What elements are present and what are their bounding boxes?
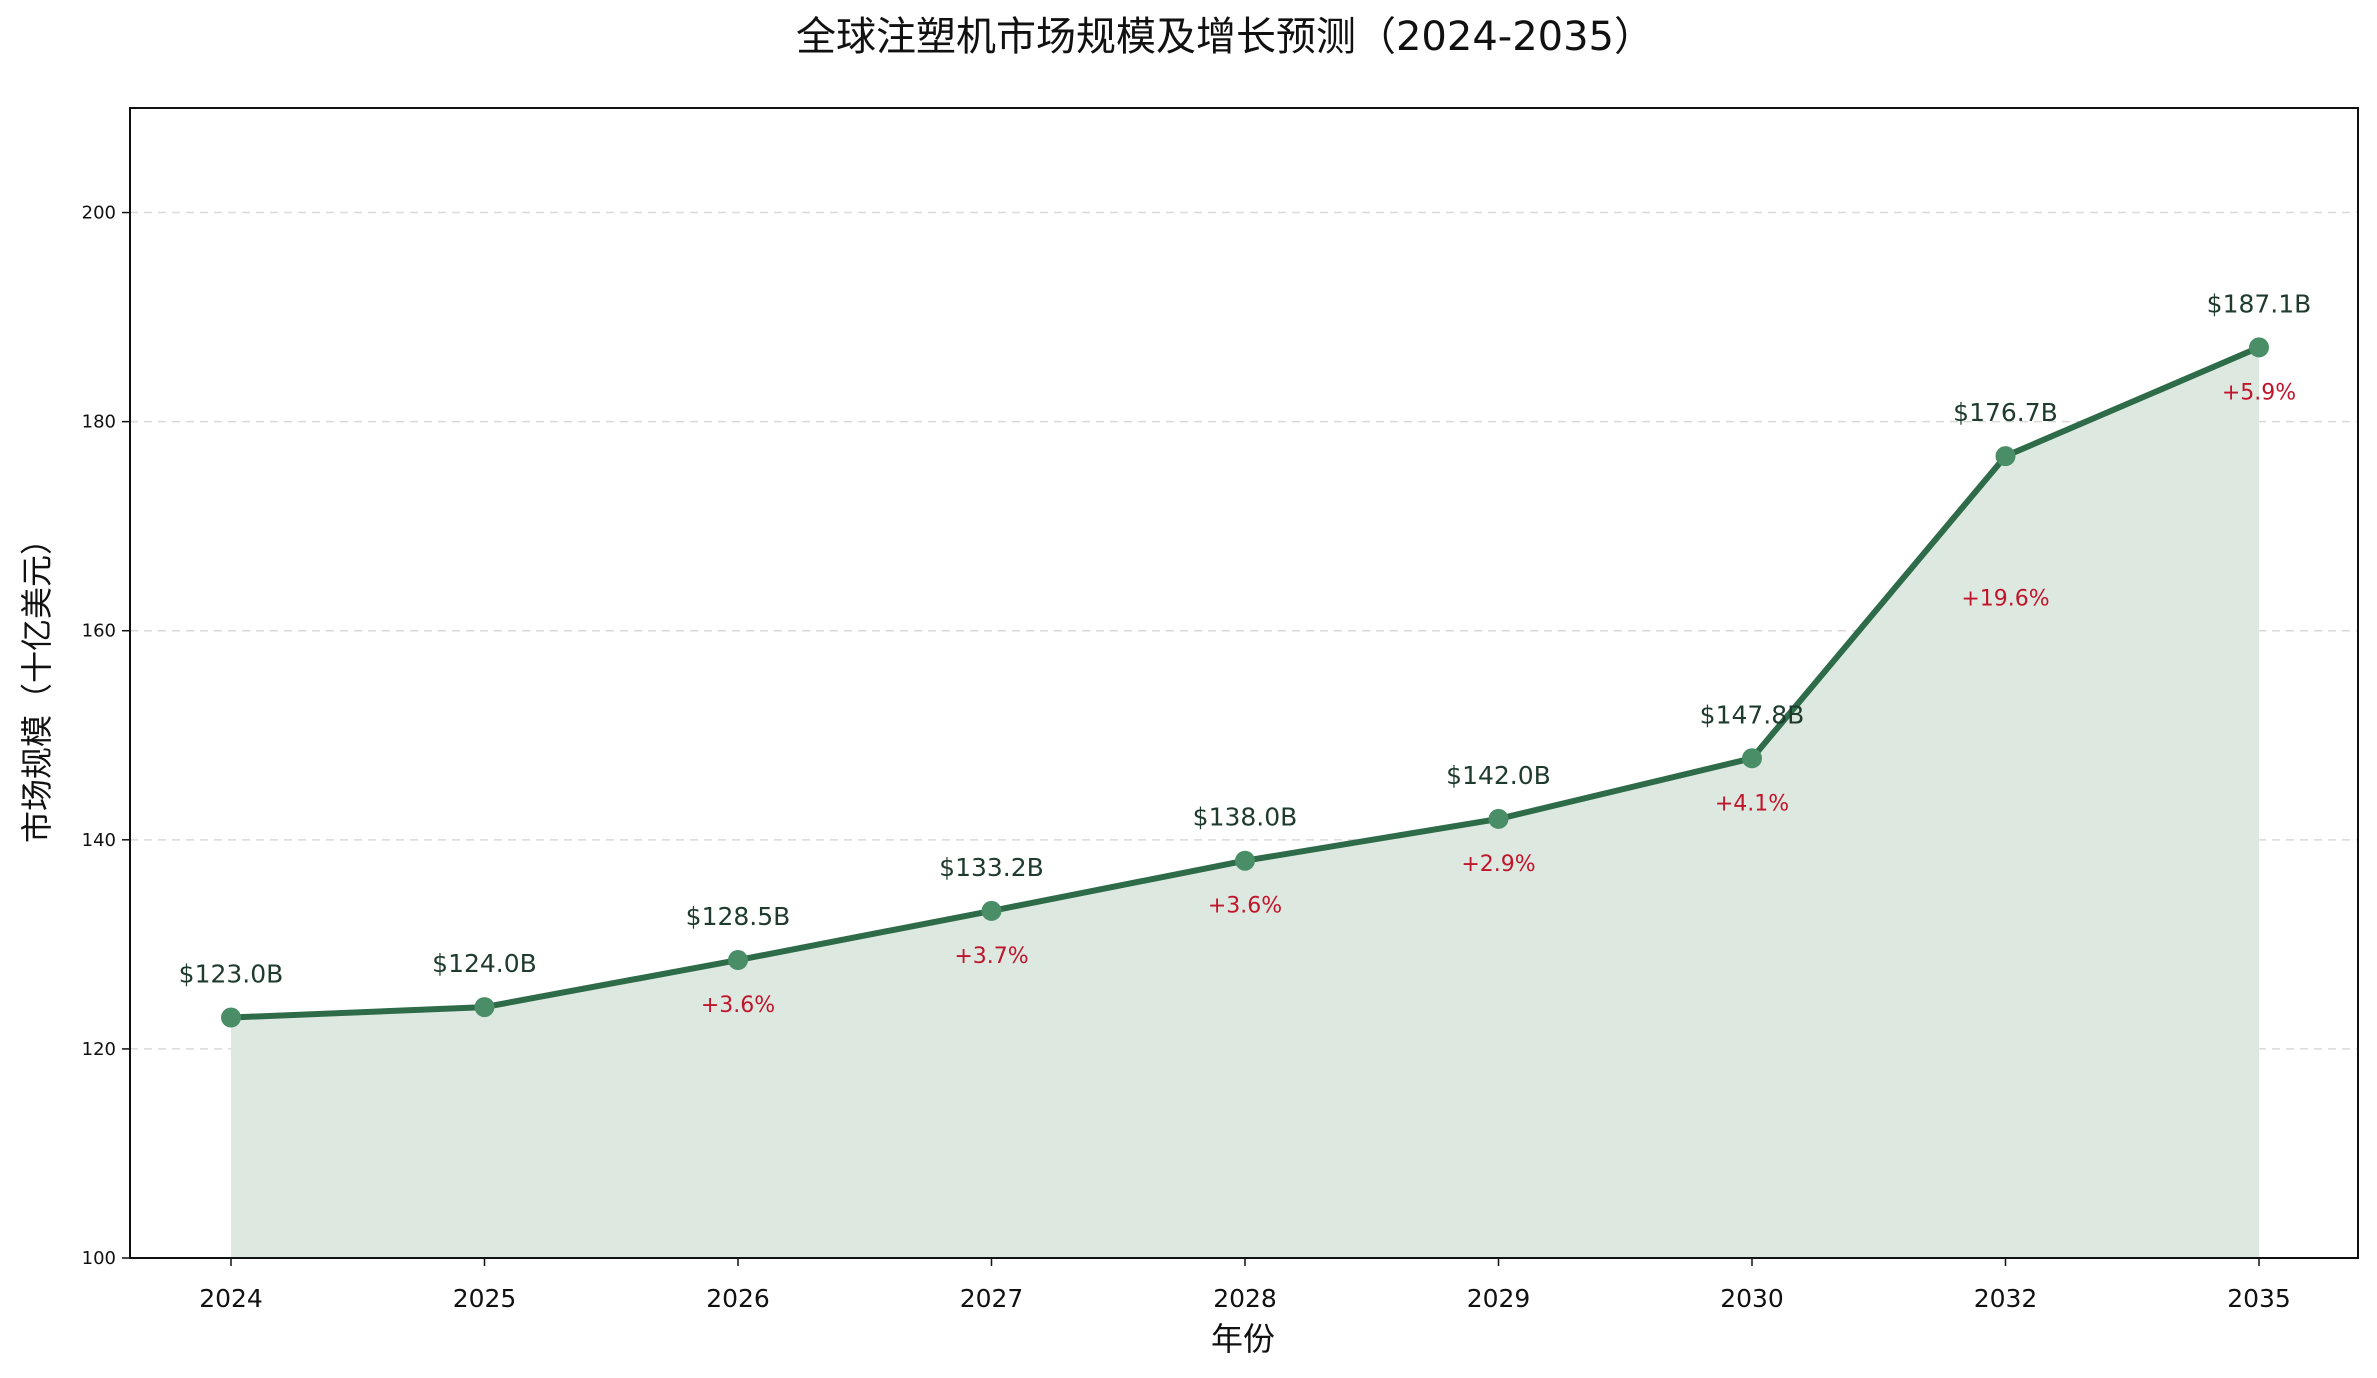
y-tick-label: 120 xyxy=(82,1039,116,1060)
value-label: $176.7B xyxy=(1953,398,2058,427)
x-axis-label: 年份 xyxy=(1211,1320,1275,1358)
chart-title: 全球注塑机市场规模及增长预测（2024-2035） xyxy=(796,14,1654,60)
area-fill-layer xyxy=(231,347,2259,1259)
value-label: $147.8B xyxy=(1700,700,1805,729)
value-label: $128.5B xyxy=(686,902,791,931)
y-axis-label: 市场规模（十亿美元） xyxy=(18,523,56,843)
x-tick-label: 2030 xyxy=(1720,1284,1784,1313)
growth-label: +3.6% xyxy=(701,993,775,1018)
data-point xyxy=(221,1007,241,1028)
y-tick-label: 200 xyxy=(82,203,116,224)
data-point xyxy=(474,997,495,1018)
value-label: $138.0B xyxy=(1193,803,1298,832)
data-point xyxy=(1235,850,1255,871)
marker-layer xyxy=(221,337,2269,1028)
data-point xyxy=(1742,748,1762,769)
data-point xyxy=(981,900,1002,921)
value-label: $142.0B xyxy=(1446,761,1551,790)
value-label: $187.1B xyxy=(2207,289,2312,318)
area-fill xyxy=(231,347,2259,1259)
x-tick-label: 2029 xyxy=(1467,1284,1531,1313)
x-tick-label: 2032 xyxy=(1974,1284,2038,1313)
growth-label: +5.9% xyxy=(2222,380,2296,405)
y-tick-label: 180 xyxy=(82,412,116,433)
data-point xyxy=(1488,808,1509,829)
y-tick-label: 140 xyxy=(82,830,116,851)
x-tick-label: 2035 xyxy=(2227,1284,2291,1313)
data-point xyxy=(2249,337,2269,358)
growth-label: +3.7% xyxy=(954,944,1028,969)
x-tick-label: 2025 xyxy=(453,1284,517,1313)
data-point xyxy=(728,950,748,971)
value-label: $123.0B xyxy=(179,960,284,989)
x-tick-label: 2028 xyxy=(1213,1284,1277,1313)
data-label-layer: $123.0B $124.0B $128.5B +3.6% $133.2B +3.7% $1… xyxy=(179,289,2312,1018)
y-axis-ticks: 100 120 140 160 180 200 xyxy=(82,203,130,1269)
growth-label: +19.6% xyxy=(1961,587,2049,612)
y-tick-label: 100 xyxy=(82,1248,116,1269)
value-label: $133.2B xyxy=(939,853,1044,882)
y-tick-label: 160 xyxy=(82,621,116,642)
value-label: $124.0B xyxy=(432,949,537,978)
x-tick-label: 2027 xyxy=(960,1284,1024,1313)
x-tick-label: 2024 xyxy=(199,1284,263,1313)
growth-label: +3.6% xyxy=(1208,894,1282,919)
growth-label: +4.1% xyxy=(1715,791,1789,816)
x-axis-ticks: 2024 2025 2026 2027 2028 2029 2030 2032 2035 xyxy=(199,1258,2291,1313)
plot-frame xyxy=(129,107,2359,1259)
x-tick-label: 2026 xyxy=(706,1284,770,1313)
growth-label: +2.9% xyxy=(1461,852,1535,877)
data-point xyxy=(1995,446,2016,467)
